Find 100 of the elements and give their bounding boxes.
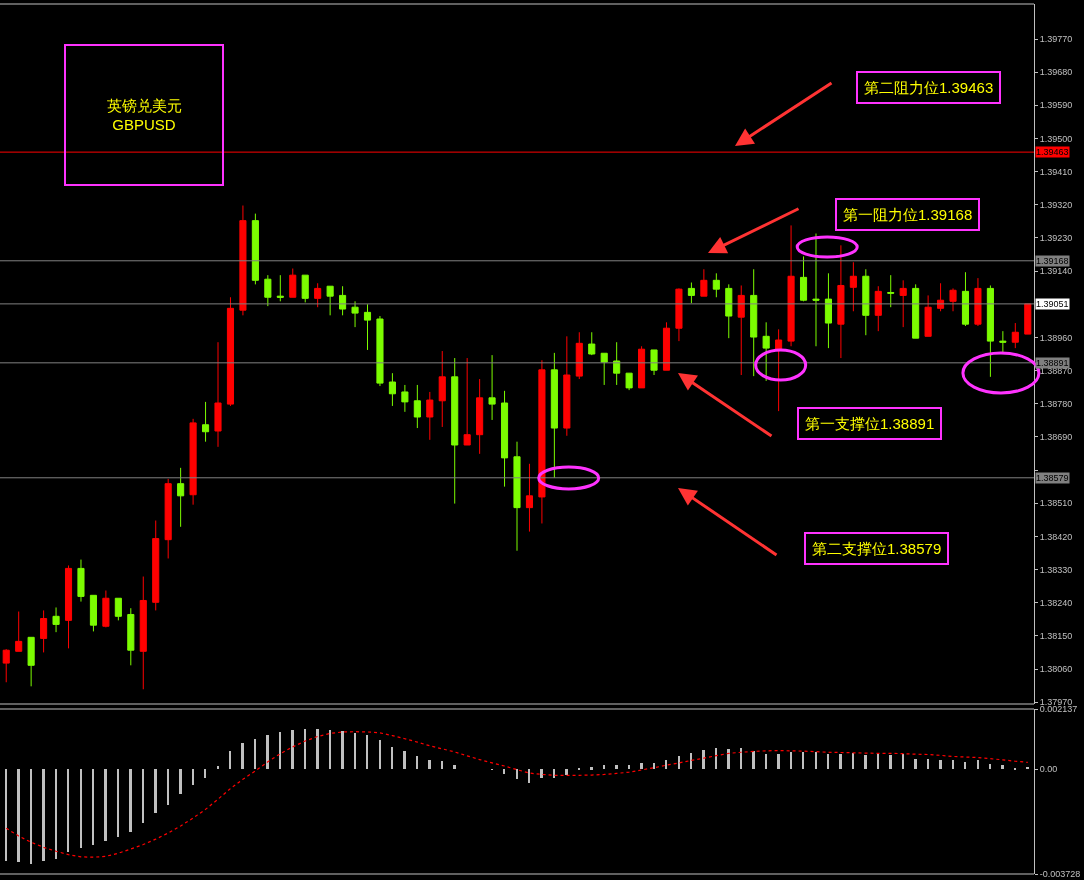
candlestick xyxy=(588,331,596,356)
candlestick xyxy=(226,296,235,407)
candlestick xyxy=(725,283,733,339)
candlestick xyxy=(675,287,683,342)
bar xyxy=(229,751,231,769)
candlestick xyxy=(451,357,459,505)
bar xyxy=(752,751,755,769)
candlestick xyxy=(949,287,957,312)
candlestick xyxy=(887,274,895,308)
candlestick xyxy=(177,467,185,528)
ref-line-label: 1.39168 xyxy=(1036,256,1069,266)
bar xyxy=(17,769,20,862)
candlestick xyxy=(862,268,870,336)
candlestick xyxy=(401,384,409,413)
y-tick-label: 1.39500 xyxy=(1039,133,1073,144)
candlestick xyxy=(476,378,484,455)
candlestick xyxy=(376,315,384,387)
candlestick xyxy=(986,284,994,378)
bar xyxy=(55,769,57,859)
ref-line-label: 1.39051 xyxy=(1036,299,1069,309)
bar xyxy=(540,769,543,778)
bar xyxy=(366,735,368,769)
y-tick-label: 1.38780 xyxy=(1039,398,1073,409)
candlestick xyxy=(314,282,322,308)
bar xyxy=(565,769,568,775)
bar xyxy=(117,769,119,837)
bar xyxy=(192,769,194,785)
y-tick-label: 1.38960 xyxy=(1039,332,1073,343)
candlestick xyxy=(924,294,932,337)
candlestick xyxy=(438,350,446,428)
y-tick-label: 1.38420 xyxy=(1039,531,1073,542)
bar xyxy=(640,763,643,769)
candlestick xyxy=(202,401,210,443)
candlestick xyxy=(363,303,372,351)
bar xyxy=(142,769,144,823)
candlestick xyxy=(52,606,60,633)
line-series xyxy=(5,731,1029,858)
bar xyxy=(1001,765,1004,769)
y-tick-label: 0.00 xyxy=(1039,764,1058,775)
y-tick-label: 1.39140 xyxy=(1039,266,1073,277)
bar xyxy=(241,743,244,769)
candlestick xyxy=(388,372,396,407)
candlestick xyxy=(40,609,48,653)
candlestick xyxy=(264,274,272,307)
candlestick xyxy=(2,648,10,683)
bar xyxy=(167,769,169,805)
candlestick xyxy=(1011,322,1019,349)
bar xyxy=(453,765,456,769)
candlestick xyxy=(164,478,172,559)
candlestick xyxy=(500,390,509,488)
bar xyxy=(304,729,306,769)
candlestick xyxy=(463,357,471,446)
annotation: 第二支撑位1.38579 xyxy=(812,540,942,557)
candlestick xyxy=(712,272,720,298)
y-tick-label: 1.39770 xyxy=(1039,34,1073,45)
candlestick xyxy=(912,283,920,339)
candlestick xyxy=(251,213,259,285)
bar xyxy=(715,748,717,769)
bar xyxy=(92,769,94,845)
bar xyxy=(615,765,618,769)
y-tick-label: 1.38690 xyxy=(1039,432,1073,443)
candlestick xyxy=(413,384,421,429)
candlestick xyxy=(563,335,571,437)
bar xyxy=(403,751,406,769)
candlestick xyxy=(787,224,795,347)
candlestick xyxy=(89,594,97,632)
bar xyxy=(852,753,854,769)
candlestick xyxy=(513,441,521,552)
ref-line-label: 1.38891 xyxy=(1036,358,1069,368)
candlestick xyxy=(351,300,359,328)
candlestick xyxy=(152,520,160,611)
candlestick xyxy=(687,282,695,304)
y-tick-label: 1.38240 xyxy=(1039,597,1073,608)
bar xyxy=(815,752,817,769)
candlestick xyxy=(600,352,608,386)
bar xyxy=(441,761,443,769)
candlestick xyxy=(77,559,85,603)
y-tick-label: 1.38060 xyxy=(1039,664,1073,675)
bar xyxy=(553,769,555,778)
candlestick xyxy=(139,576,147,690)
bar xyxy=(528,769,530,783)
candlestick xyxy=(662,321,671,371)
bar xyxy=(391,747,393,769)
y-tick-label: 1.39320 xyxy=(1039,199,1073,210)
candlestick xyxy=(214,341,222,448)
bar xyxy=(379,740,381,769)
bar xyxy=(740,748,742,769)
bar xyxy=(341,731,344,769)
bar xyxy=(266,735,269,769)
bar xyxy=(67,769,69,852)
bar xyxy=(354,733,356,769)
bar xyxy=(416,756,418,769)
annotation: 第二阻力位1.39463 xyxy=(864,79,994,96)
bar xyxy=(914,759,917,769)
bar xyxy=(777,754,780,769)
ref-line-label: 1.38579 xyxy=(1036,473,1069,483)
candlestick xyxy=(824,272,832,349)
bar xyxy=(653,763,655,769)
candlestick xyxy=(762,321,770,382)
y-tick-label: 1.38510 xyxy=(1039,498,1073,509)
